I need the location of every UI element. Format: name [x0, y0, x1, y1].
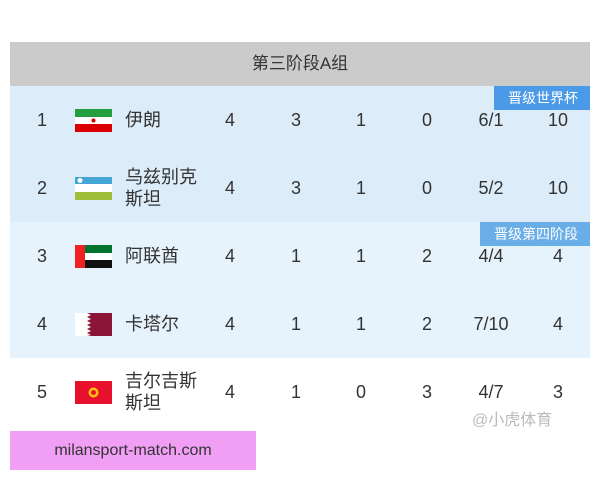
- table-row[interactable]: 3 4 1 1 2 4/4 4 阿联酋 晋级第四阶段: [10, 222, 590, 290]
- qatar-flag-icon: [75, 313, 112, 336]
- drawn-cell: 1: [355, 110, 367, 130]
- team-name: 乌兹别克斯坦: [125, 167, 197, 209]
- uae-flag-icon: [75, 245, 112, 268]
- team-name: 阿联酋: [125, 246, 179, 266]
- watermark: @小虎体育: [472, 412, 553, 429]
- rank-cell: 1: [36, 110, 48, 130]
- points-cell: 3: [552, 382, 564, 402]
- drawn-cell: 1: [355, 246, 367, 266]
- goals-cell: 4/4: [478, 246, 504, 266]
- played-cell: 4: [224, 178, 236, 198]
- goals-cell: 4/7: [478, 382, 504, 402]
- table-row[interactable]: 5 4 1 0 3 4/7 3 吉尔吉斯斯坦: [10, 358, 590, 426]
- group-title: 第三阶段A组: [10, 42, 590, 86]
- goals-cell: 5/2: [478, 178, 504, 198]
- uzbekistan-flag-icon: [75, 177, 112, 200]
- points-cell: 10: [547, 178, 569, 198]
- rank-cell: 5: [36, 382, 48, 402]
- goals-cell: 7/10: [473, 314, 509, 334]
- played-cell: 4: [224, 314, 236, 334]
- played-cell: 4: [224, 110, 236, 130]
- iran-flag-icon: [75, 109, 112, 132]
- lost-cell: 0: [421, 178, 433, 198]
- ad-banner-link[interactable]: milansport-match.com: [10, 431, 256, 470]
- points-cell: 4: [552, 314, 564, 334]
- lost-cell: 2: [421, 246, 433, 266]
- drawn-cell: 0: [355, 382, 367, 402]
- points-cell: 10: [547, 110, 569, 130]
- lost-cell: 0: [421, 110, 433, 130]
- world-cup-badge: 晋级世界杯: [494, 86, 590, 110]
- lost-cell: 2: [421, 314, 433, 334]
- table-row[interactable]: 1 4 3 1 0 6/1 10 伊朗 晋级世界杯: [10, 86, 590, 154]
- kyrgyzstan-flag-icon: [75, 381, 112, 404]
- table-row[interactable]: 2 4 3 1 0 5/2 10 乌兹别克斯坦: [10, 154, 590, 222]
- played-cell: 4: [224, 246, 236, 266]
- played-cell: 4: [224, 382, 236, 402]
- rank-cell: 3: [36, 246, 48, 266]
- won-cell: 1: [290, 246, 302, 266]
- lost-cell: 3: [421, 382, 433, 402]
- rank-cell: 4: [36, 314, 48, 334]
- team-name: 卡塔尔: [125, 314, 179, 334]
- won-cell: 3: [290, 110, 302, 130]
- won-cell: 1: [290, 382, 302, 402]
- drawn-cell: 1: [355, 314, 367, 334]
- points-cell: 4: [552, 246, 564, 266]
- standings-table: 第三阶段A组 1 4 3 1 0 6/1 10 伊朗 晋级世界杯 2 4 3 1 0 5/2 10 乌兹别克斯坦…: [10, 42, 590, 426]
- rank-cell: 2: [36, 178, 48, 198]
- fourth-stage-badge: 晋级第四阶段: [480, 222, 590, 246]
- won-cell: 3: [290, 178, 302, 198]
- team-name: 吉尔吉斯斯坦: [125, 371, 197, 413]
- drawn-cell: 1: [355, 178, 367, 198]
- goals-cell: 6/1: [478, 110, 504, 130]
- team-name: 伊朗: [125, 110, 161, 130]
- won-cell: 1: [290, 314, 302, 334]
- table-row[interactable]: 4 4 1 1 2 7/10 4 卡塔尔: [10, 290, 590, 358]
